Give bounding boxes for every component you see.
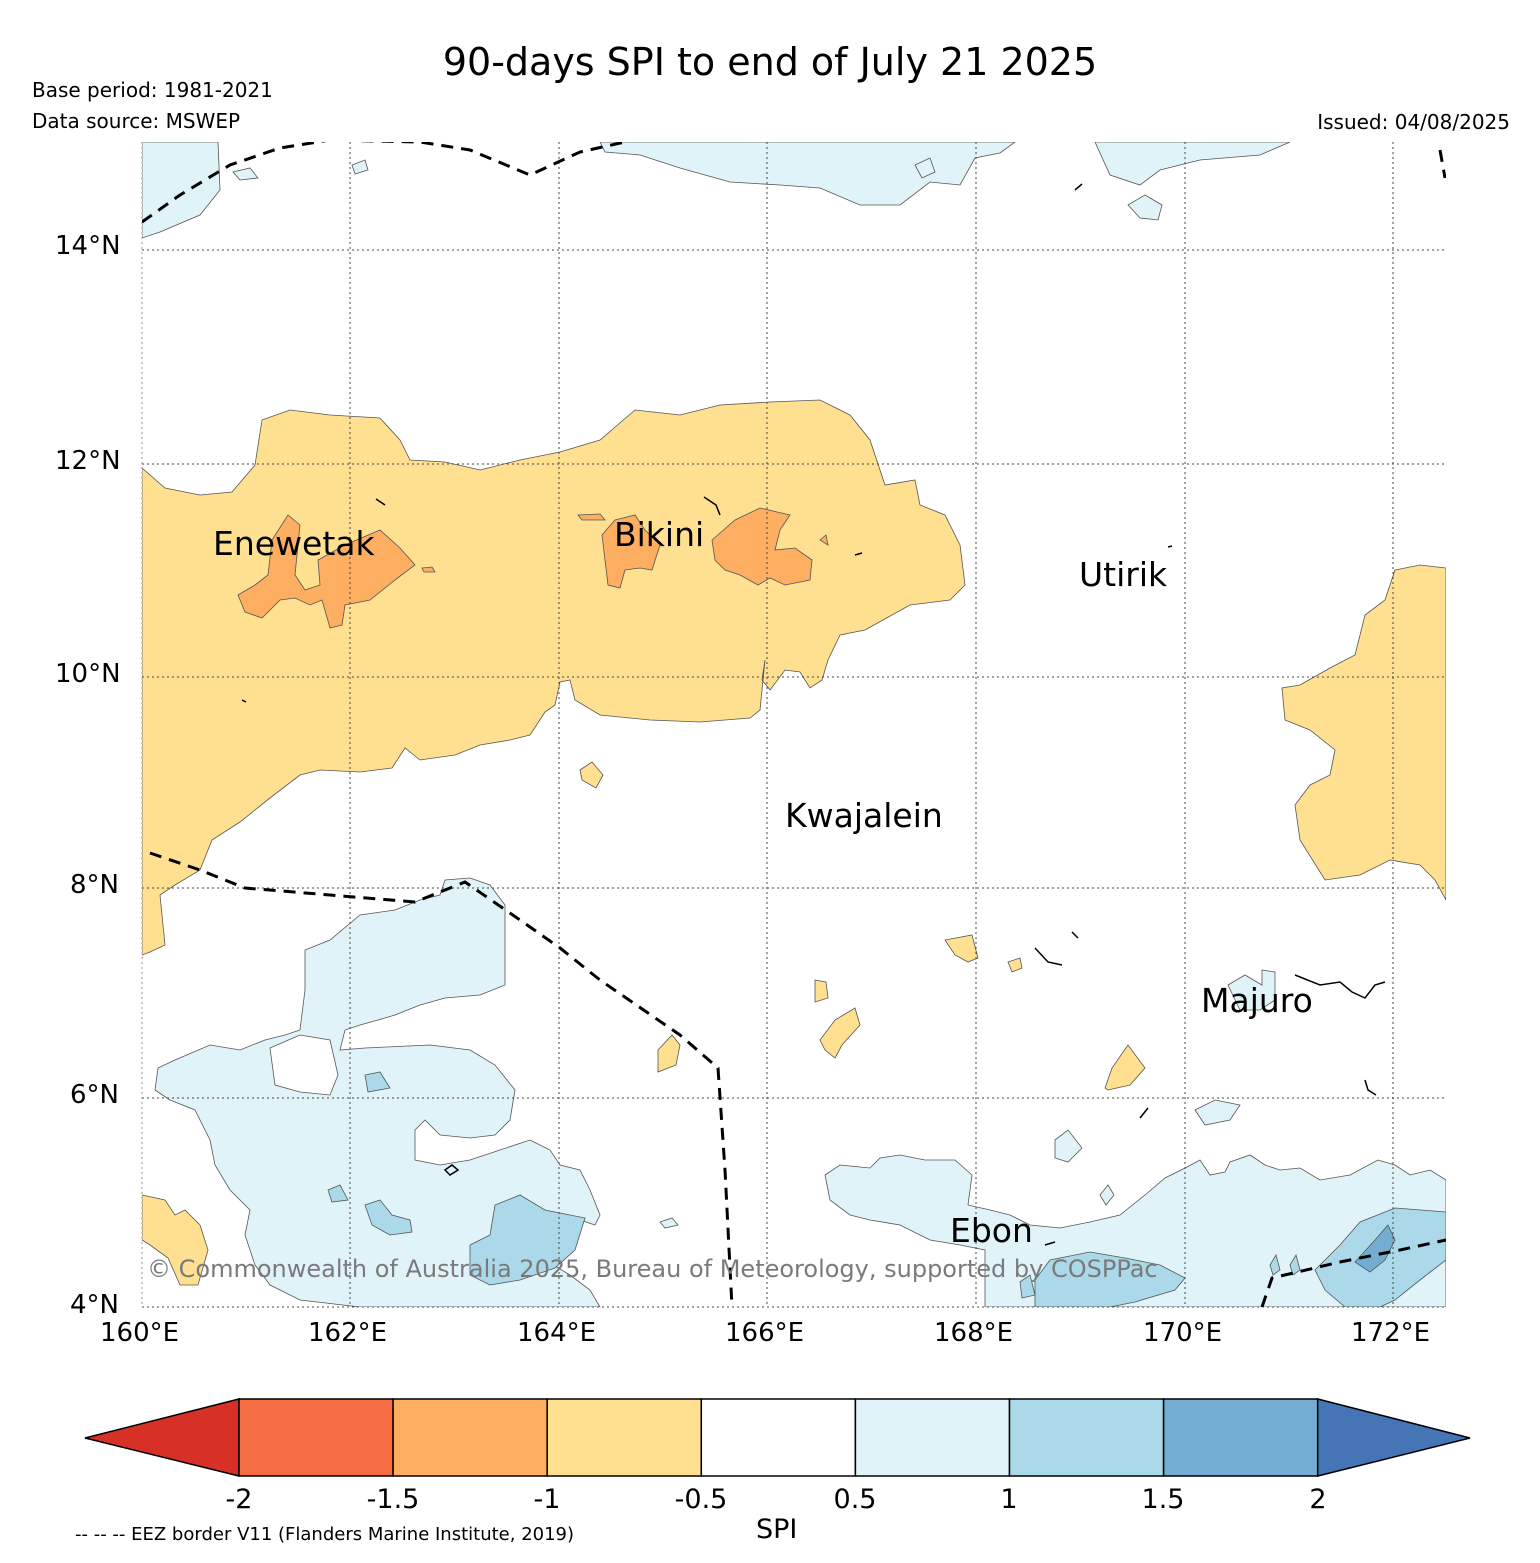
wet-area-south-east <box>824 1154 1446 1307</box>
dry-patch-4 <box>814 979 829 1003</box>
colorbar-extend-low <box>84 1398 240 1477</box>
place-label-kwajalein: Kwajalein <box>785 796 943 835</box>
dry-strong-bikini-east <box>711 507 813 586</box>
colorbar-ticks: -2 -1.5 -1 -0.5 0.5 1 1.5 2 <box>0 1484 1540 1518</box>
place-label-bikini: Bikini <box>614 515 705 554</box>
wet-area-south-west <box>154 877 601 1307</box>
wet-patch-south-1 <box>1054 1129 1083 1163</box>
wet-very-1 <box>1354 1224 1396 1273</box>
wet-patch-north-2 <box>914 157 936 179</box>
dry-strong-bikini-west <box>601 514 661 589</box>
wet-strong-6 <box>1019 1274 1036 1299</box>
colorbar-extend-high <box>1316 1398 1471 1477</box>
eez-legend-note: -- -- -- EEZ border V11 (Flanders Marine… <box>75 1524 575 1545</box>
colorbar-tick-label: -0.5 <box>674 1484 728 1515</box>
lon-tick-162: 162°E <box>308 1318 388 1348</box>
lat-tick-4: 4°N <box>70 1290 119 1320</box>
place-label-ebon: Ebon <box>950 1211 1033 1250</box>
colorbar-segment <box>392 1398 548 1477</box>
wet-strong-1 <box>364 1071 391 1093</box>
dry-strong-enewetak <box>237 514 416 629</box>
wet-strong-3 <box>364 1199 413 1236</box>
lon-tick-168: 168°E <box>934 1318 1014 1348</box>
wet-patch-south-2 <box>1099 1184 1115 1206</box>
copyright-text: © Commonwealth of Australia 2025, Bureau… <box>147 1255 1158 1283</box>
wet-patch-south-3 <box>659 1217 679 1229</box>
dry-area-east <box>1281 564 1446 901</box>
colorbar-tick-label: 2 <box>1309 1484 1327 1515</box>
wet-strong-4 <box>469 1194 586 1286</box>
wet-area-north-west <box>142 142 221 239</box>
colorbar-segment <box>238 1398 394 1477</box>
colorbar-label: SPI <box>756 1514 798 1545</box>
dry-strong-small <box>577 513 606 521</box>
dry-strong-small-2 <box>819 534 829 546</box>
colorbar-tick-label: -1 <box>533 1484 561 1515</box>
wet-strong-9 <box>1289 1253 1301 1276</box>
colorbar-tick-label: -2 <box>225 1484 253 1515</box>
colorbar-segment <box>854 1398 1011 1477</box>
colorbar-segment <box>1008 1398 1165 1477</box>
dry-patch-8 <box>142 1194 209 1286</box>
place-label-enewetak: Enewetak <box>213 524 375 563</box>
wet-patch-majuro <box>1227 969 1276 1011</box>
wet-patch-north-3 <box>351 159 369 175</box>
lon-tick-166: 166°E <box>725 1318 805 1348</box>
base-period-text: Base period: 1981-2021 <box>32 78 273 102</box>
map-title: 90-days SPI to end of July 21 2025 <box>442 40 1098 84</box>
colorbar-tick-label: -1.5 <box>366 1484 420 1515</box>
issued-date-text: Issued: 04/08/2025 <box>1317 110 1510 134</box>
colorbar-segment <box>1162 1398 1319 1477</box>
dry-strong-small-3 <box>421 566 436 573</box>
colorbar-tick-label: 1.5 <box>1141 1484 1185 1515</box>
wet-area-north-east <box>1094 142 1291 186</box>
data-source-text: Data source: MSWEP <box>32 109 241 133</box>
dry-patch-2 <box>944 934 979 963</box>
wet-strong-2 <box>327 1184 349 1203</box>
lat-tick-10: 10°N <box>55 659 121 689</box>
lon-tick-172: 172°E <box>1351 1318 1431 1348</box>
wet-patch-north-4 <box>232 167 259 181</box>
colorbar-tick-label: 1 <box>1000 1484 1018 1515</box>
colorbar-segment <box>700 1398 857 1477</box>
eez-border <box>142 142 1446 1307</box>
gridlines <box>141 142 1446 1308</box>
dry-patch-6 <box>657 1034 681 1073</box>
lon-tick-164: 164°E <box>517 1318 597 1348</box>
wet-patch-north <box>1127 194 1163 221</box>
wet-hole-1 <box>269 1034 339 1096</box>
lon-tick-170: 170°E <box>1143 1318 1223 1348</box>
dry-patch-5 <box>819 1007 861 1059</box>
place-label-utirik: Utirik <box>1079 555 1168 594</box>
lat-tick-8: 8°N <box>70 870 119 900</box>
dry-patch-1 <box>579 761 604 789</box>
wet-strong-8 <box>1269 1253 1281 1276</box>
wet-area-north-centre <box>599 142 1016 206</box>
colorbar-segment <box>546 1398 703 1477</box>
atoll-outlines <box>241 183 1386 1246</box>
place-label-majuro: Majuro <box>1201 981 1313 1020</box>
colorbar-tick-label: 0.5 <box>833 1484 877 1515</box>
wet-area-far-east <box>1194 1099 1241 1126</box>
lat-tick-12: 12°N <box>55 446 121 476</box>
lon-tick-160: 160°E <box>100 1318 180 1348</box>
dry-patch-7 <box>1104 1044 1146 1091</box>
dry-patch-3 <box>1007 957 1023 973</box>
lat-tick-14: 14°N <box>55 231 121 261</box>
lat-tick-6: 6°N <box>70 1080 119 1110</box>
